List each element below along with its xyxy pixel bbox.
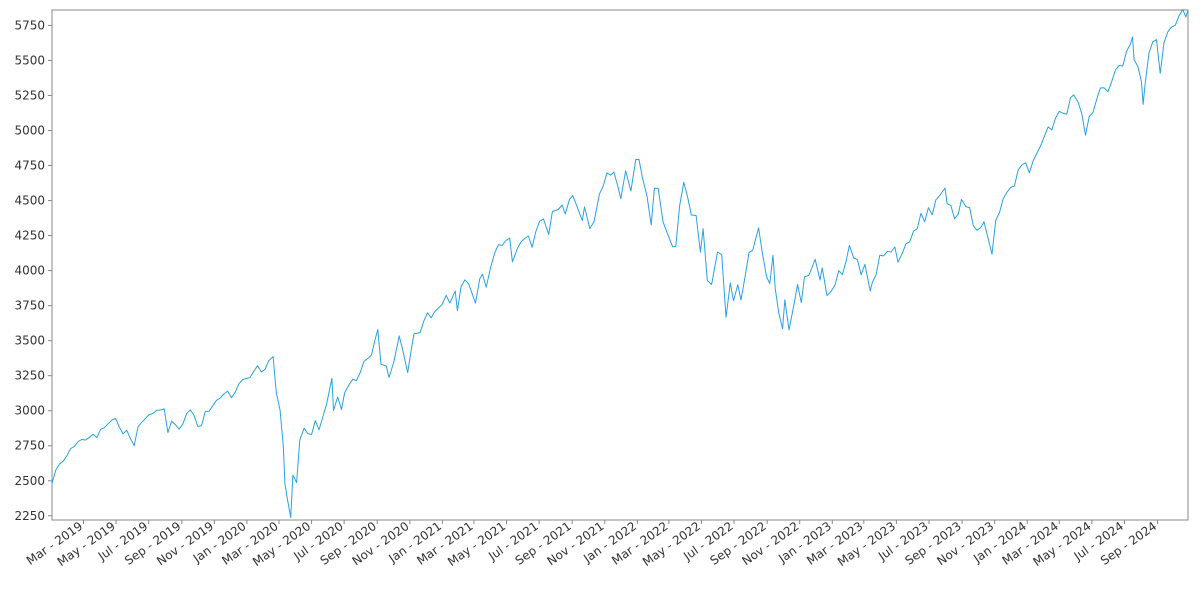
y-tick-label: 3750 [14, 299, 45, 313]
y-tick-label: 4250 [14, 229, 45, 243]
y-tick-label: 4500 [14, 194, 45, 208]
series-layer [51, 8, 1189, 519]
y-tick-label: 3500 [14, 334, 45, 348]
y-tick-label: 4000 [14, 264, 45, 278]
y-tick-label: 3000 [14, 404, 45, 418]
y-axis: 2250 2500 2750 3000 3250 3500 3750 4000 4250 4500… [14, 18, 52, 523]
y-tick-label: 4750 [14, 159, 45, 173]
y-tick-label: 5250 [14, 88, 45, 102]
series-line [51, 8, 1189, 519]
y-tick-label: 2500 [14, 474, 45, 488]
y-tick-label: 3250 [14, 369, 45, 383]
plot-area-border [51, 9, 1189, 521]
y-tick-label: 2750 [14, 439, 45, 453]
y-tick-label: 5500 [14, 53, 45, 67]
y-tick-label: 5750 [14, 18, 45, 32]
y-tick-label: 5000 [14, 123, 45, 137]
y-tick-label: 2250 [14, 509, 45, 523]
